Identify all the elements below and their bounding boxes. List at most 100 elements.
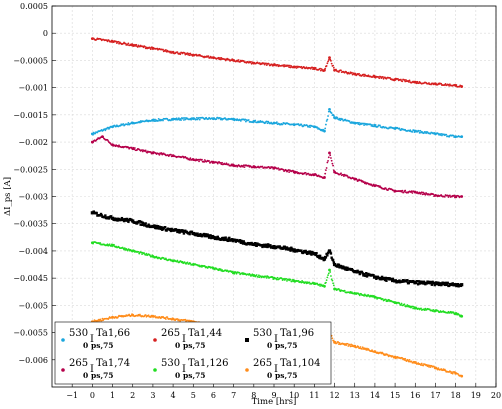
data-point <box>390 277 393 281</box>
data-point <box>281 277 283 280</box>
data-point <box>110 243 113 246</box>
data-point <box>286 280 288 282</box>
data-point <box>330 159 333 162</box>
data-point <box>238 239 242 242</box>
data-point <box>412 280 416 283</box>
data-point <box>170 318 173 321</box>
data-point <box>332 284 335 287</box>
data-point <box>330 59 332 62</box>
y-tick-label: −0.005 <box>18 301 48 310</box>
data-point <box>419 129 422 132</box>
data-point <box>344 268 347 271</box>
data-point <box>443 283 447 287</box>
data-point <box>448 194 451 197</box>
data-point <box>266 122 269 125</box>
data-point <box>326 62 329 65</box>
data-point <box>197 158 200 161</box>
data-point <box>154 118 156 121</box>
data-point <box>451 282 454 285</box>
data-point <box>108 243 111 246</box>
data-point <box>133 249 136 252</box>
legend-label-tag: Ta1,126 <box>188 358 228 369</box>
y-tick-label: 0.0005 <box>20 2 48 11</box>
legend-label-sub2: ps,75 <box>183 371 206 380</box>
data-point <box>332 164 335 167</box>
data-point <box>219 58 222 61</box>
data-point <box>404 357 407 360</box>
data-point <box>424 282 427 286</box>
data-point <box>119 218 123 221</box>
data-point <box>433 365 435 368</box>
data-point <box>433 367 436 369</box>
data-point <box>159 317 162 320</box>
data-point <box>124 217 127 221</box>
data-point <box>99 214 102 217</box>
legend-label-sup: 265 <box>69 358 88 369</box>
data-point <box>425 282 429 285</box>
data-point <box>257 276 260 278</box>
data-point <box>379 276 382 280</box>
data-point <box>444 281 447 285</box>
data-point <box>183 52 186 54</box>
data-point <box>188 158 191 161</box>
data-point <box>389 77 391 79</box>
data-point <box>102 136 105 138</box>
x-tick-label: 19 <box>471 391 481 400</box>
data-point <box>226 239 230 243</box>
data-point <box>422 282 425 285</box>
legend-label-sub2: ps,75 <box>183 341 206 350</box>
data-point <box>338 117 341 120</box>
data-point <box>325 279 328 282</box>
data-point <box>157 227 160 230</box>
data-point <box>211 234 214 238</box>
data-point <box>362 274 365 277</box>
data-point <box>133 148 136 151</box>
data-point <box>312 252 315 255</box>
data-point <box>312 125 315 128</box>
data-point <box>288 171 291 174</box>
data-point <box>311 66 314 69</box>
data-point <box>272 64 275 67</box>
data-point <box>125 217 129 221</box>
data-point <box>295 67 298 69</box>
data-point <box>107 217 111 220</box>
data-point <box>138 220 142 223</box>
data-point <box>202 232 206 236</box>
data-point <box>116 219 119 222</box>
data-point <box>292 249 295 253</box>
data-point <box>242 165 244 168</box>
data-point <box>149 254 151 257</box>
data-point <box>216 235 219 239</box>
data-point <box>362 73 365 76</box>
data-point <box>362 272 366 276</box>
data-point <box>125 219 128 222</box>
data-point <box>182 232 186 235</box>
data-point <box>319 67 322 70</box>
data-point <box>372 125 375 128</box>
data-point <box>247 119 250 121</box>
x-tick-label: 0 <box>90 391 95 400</box>
data-point <box>373 123 376 126</box>
data-point <box>353 292 355 295</box>
data-point <box>398 302 401 305</box>
data-point <box>282 64 285 67</box>
data-point <box>132 146 135 149</box>
data-point <box>119 124 122 127</box>
data-point <box>171 317 174 320</box>
data-point <box>109 215 113 218</box>
data-point <box>205 233 208 236</box>
data-point <box>407 281 410 285</box>
data-point <box>456 282 460 286</box>
data-point <box>343 175 345 178</box>
data-point <box>291 280 293 283</box>
data-point <box>412 307 415 310</box>
data-point <box>220 163 223 166</box>
x-tick-label: 4 <box>171 391 176 400</box>
data-point <box>436 368 439 371</box>
data-point <box>379 124 381 127</box>
data-point <box>421 193 424 196</box>
data-point <box>373 350 376 353</box>
data-point <box>131 313 133 316</box>
data-point <box>104 214 107 217</box>
data-point <box>268 63 270 65</box>
